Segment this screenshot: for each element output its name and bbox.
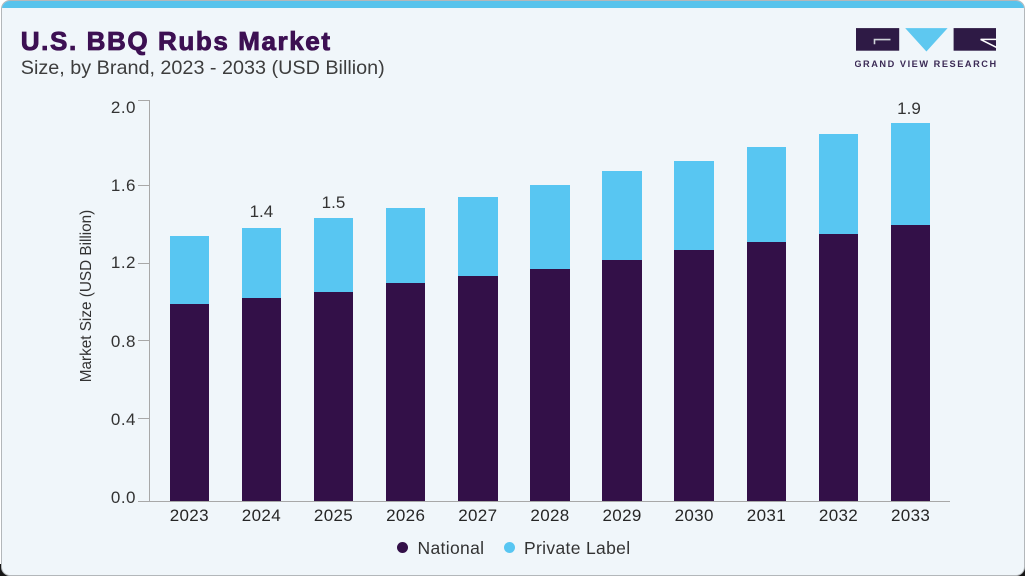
svg-text:GRAND VIEW RESEARCH: GRAND VIEW RESEARCH [855,59,998,69]
